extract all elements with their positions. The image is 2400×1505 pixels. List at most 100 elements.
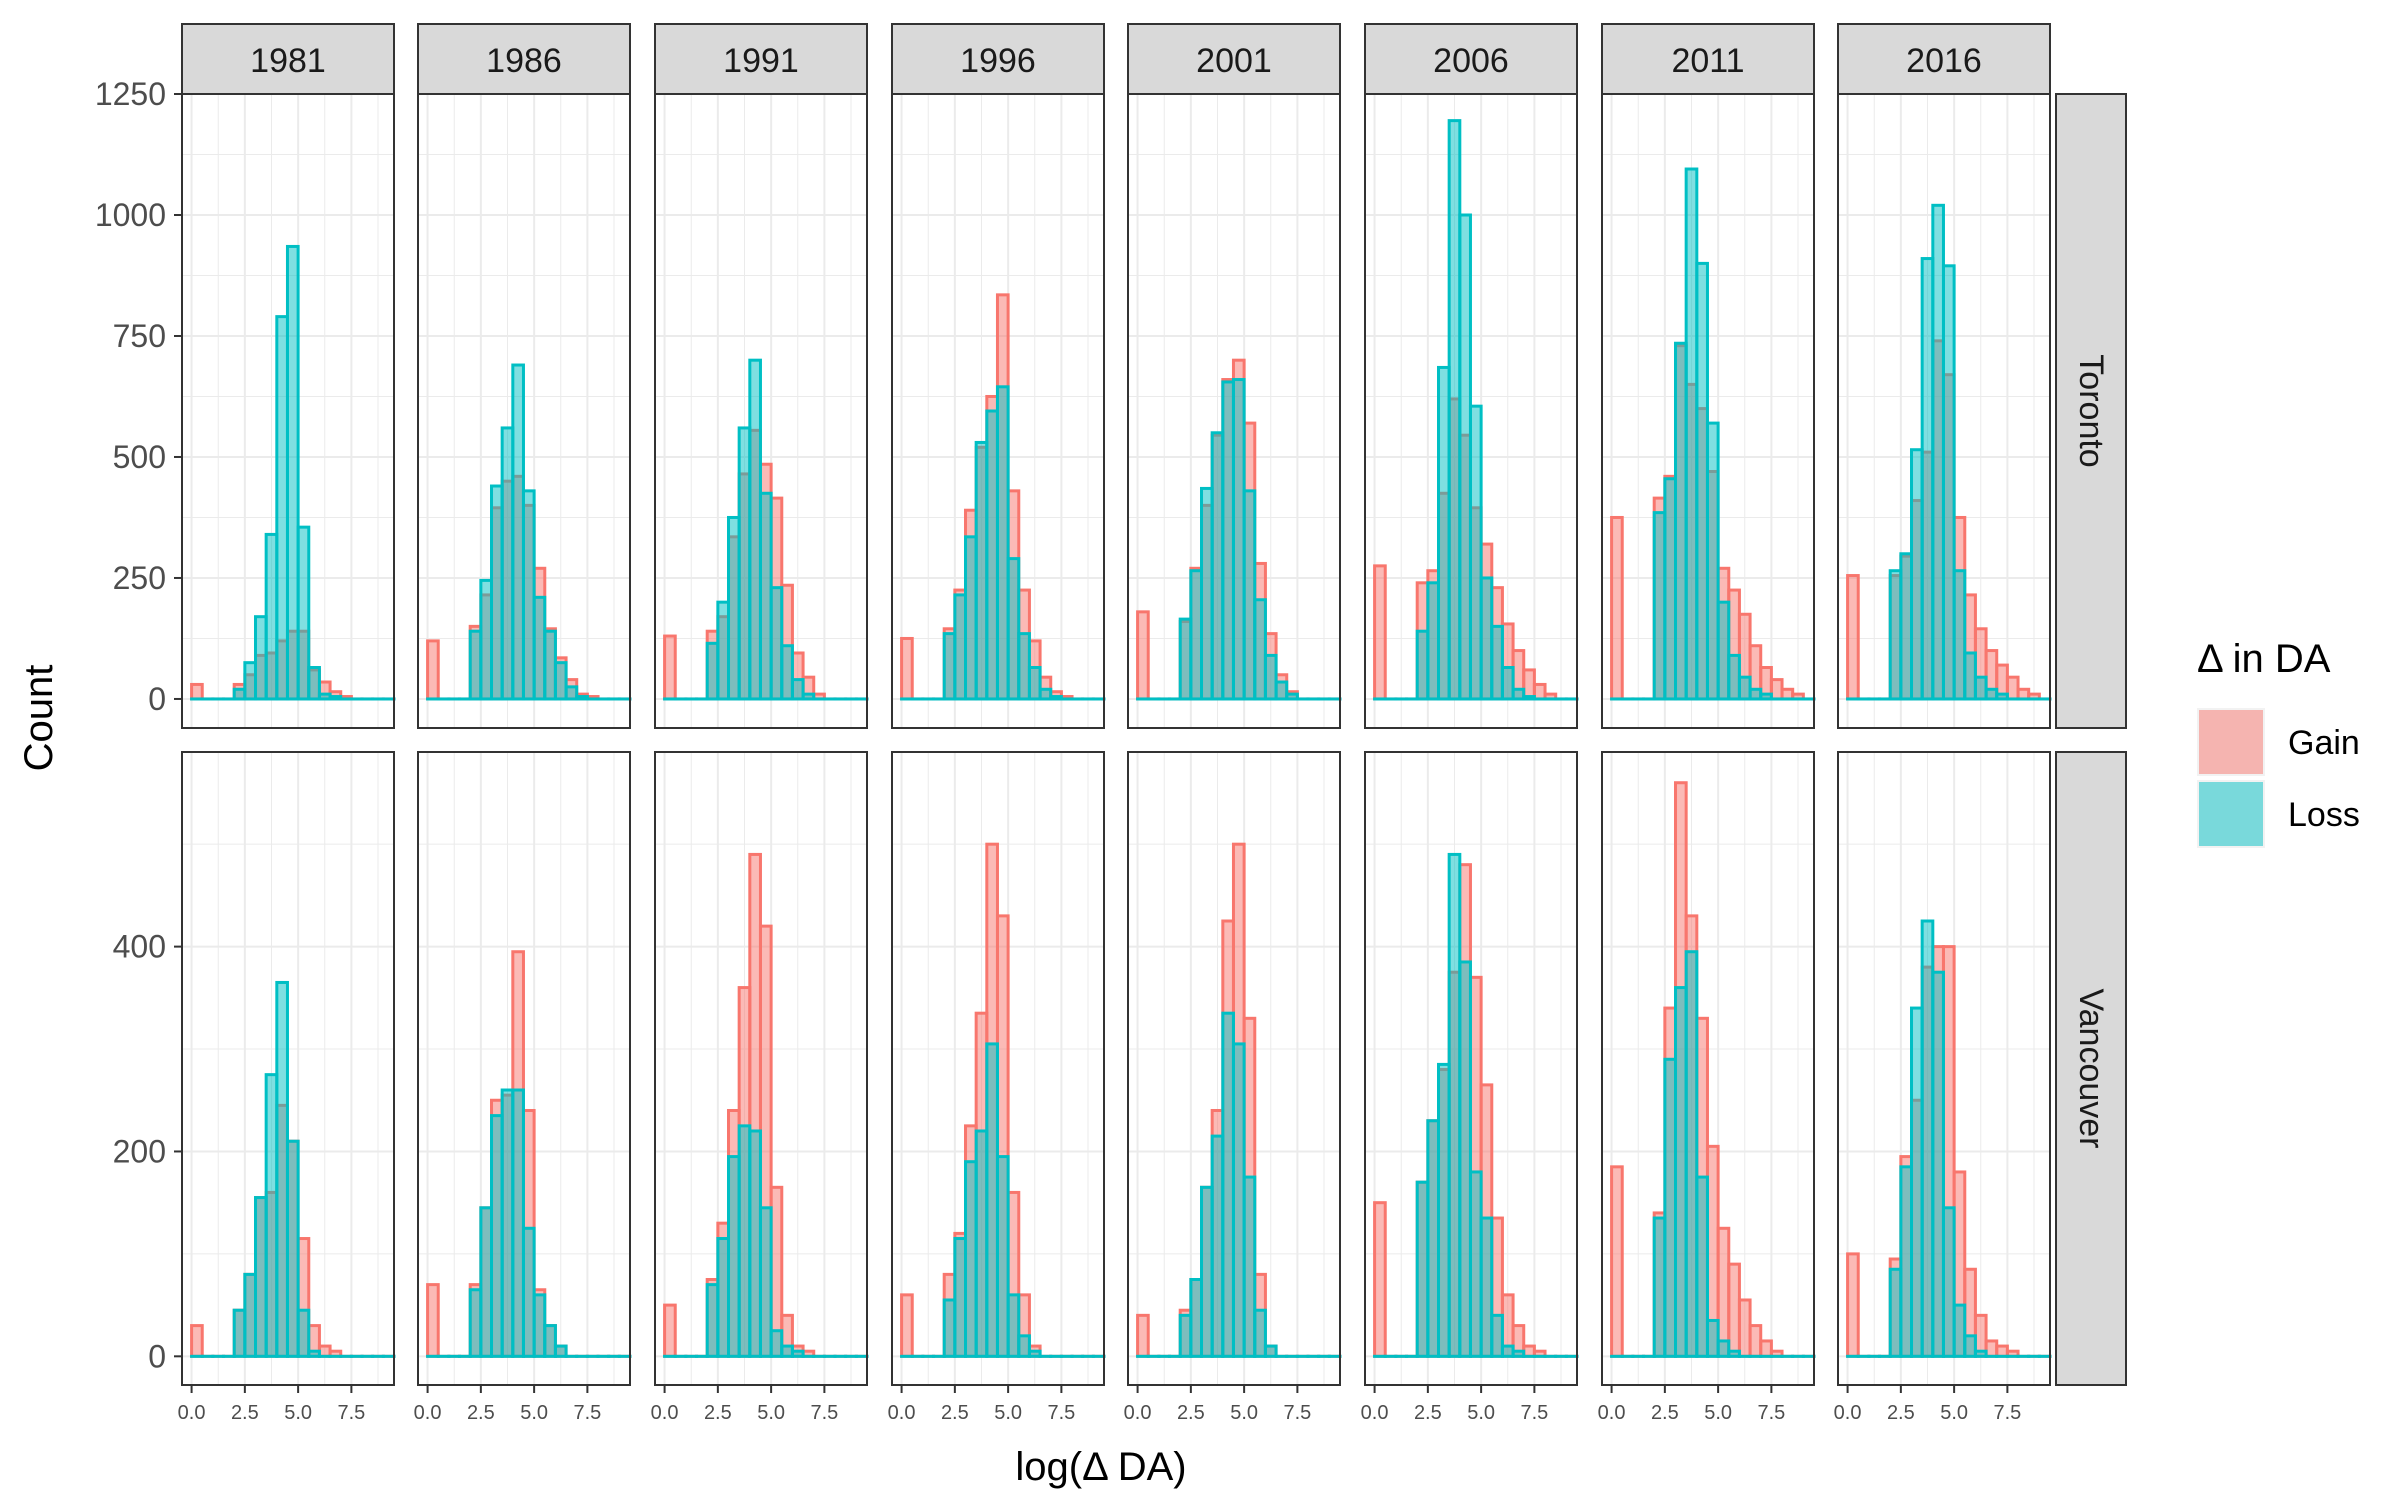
x-axis-tick-label: 2.5: [1177, 1402, 1205, 1424]
column-strip-label: 2001: [1196, 42, 1272, 80]
facet-panel: [182, 752, 394, 1385]
facet-panel: [182, 94, 394, 728]
histogram-bar-loss: [1901, 1167, 1912, 1356]
histogram-bar-loss: [245, 663, 256, 699]
column-strip: 1991: [655, 24, 867, 94]
facet-panel: [1602, 94, 1814, 728]
histogram-bar-gain: [1750, 1326, 1761, 1357]
column-strip-label: 2016: [1906, 42, 1982, 80]
row-strip-label: Vancouver: [2072, 988, 2110, 1148]
legend-label: Gain: [2288, 724, 2360, 762]
histogram-bar-loss: [966, 537, 977, 699]
x-axis-tick-label: 7.5: [1993, 1402, 2021, 1424]
histogram-bar-loss: [1997, 694, 2008, 699]
histogram-bar-loss: [277, 317, 288, 699]
histogram-bar-loss: [1954, 1305, 1965, 1356]
histogram-bar-loss: [534, 1295, 545, 1356]
histogram-bar-loss: [1986, 689, 1997, 699]
histogram-bar-loss: [1481, 1218, 1492, 1356]
x-axis-tick-label: 7.5: [1757, 1402, 1785, 1424]
histogram-bar-loss: [513, 365, 524, 699]
facet-panel: [655, 94, 867, 728]
histogram-bar-loss: [1460, 962, 1471, 1356]
histogram-bar-loss: [1965, 653, 1976, 699]
x-axis-tick-label: 2.5: [231, 1402, 259, 1424]
x-axis-tick-label: 2.5: [941, 1402, 969, 1424]
legend-title: Δ in DA: [2197, 637, 2331, 681]
histogram-bar-loss: [309, 668, 320, 699]
histogram-bar-loss: [1180, 1315, 1191, 1356]
histogram-bar-loss: [245, 1274, 256, 1356]
histogram-bar-loss: [523, 1228, 534, 1356]
histogram-bar-loss: [1417, 631, 1428, 699]
y-axis-tick-label: 1250: [95, 76, 166, 112]
histogram-bar-loss: [1933, 972, 1944, 1356]
histogram-bar-gain: [1848, 1254, 1859, 1356]
histogram-bar-loss: [1029, 668, 1040, 699]
histogram-bar-gain: [902, 638, 913, 698]
histogram-bar-loss: [1975, 1351, 1986, 1356]
histogram-bar-loss: [750, 1131, 761, 1356]
histogram-bar-loss: [1502, 1346, 1513, 1356]
histogram-bar-gain: [1524, 1346, 1535, 1356]
histogram-bar-loss: [1676, 988, 1687, 1357]
facet-panel: [892, 752, 1104, 1385]
histogram-bar-loss: [577, 697, 588, 699]
histogram-bar-loss: [997, 1157, 1008, 1357]
histogram-bar-loss: [792, 1351, 803, 1356]
histogram-bar-loss: [287, 246, 298, 699]
histogram-bar-loss: [470, 1290, 481, 1357]
histogram-bar-loss: [1191, 571, 1202, 699]
histogram-bar-gain: [1718, 1228, 1729, 1356]
histogram-bar-loss: [256, 617, 267, 699]
histogram-bar-loss: [1449, 854, 1460, 1356]
histogram-bar-loss: [1029, 1351, 1040, 1356]
histogram-bar-loss: [330, 697, 341, 699]
histogram-bar-gain: [1138, 612, 1149, 699]
histogram-bar-loss: [1729, 655, 1740, 699]
histogram-bar-loss: [1223, 382, 1234, 699]
histogram-bar-loss: [1470, 406, 1481, 699]
histogram-bar-loss: [298, 1310, 309, 1356]
histogram-bar-loss: [1739, 677, 1750, 699]
histogram-bar-loss: [1954, 571, 1965, 699]
histogram-bar-loss: [502, 428, 513, 699]
facet-panel: [1365, 94, 1577, 728]
histogram-bar-loss: [1233, 1044, 1244, 1356]
histogram-bar-loss: [1890, 571, 1901, 699]
histogram-bar-loss: [1191, 1280, 1202, 1357]
histogram-bar-loss: [1654, 513, 1665, 699]
histogram-bar-loss: [707, 643, 718, 699]
histogram-bar-loss: [555, 1346, 566, 1356]
column-strip: 2001: [1128, 24, 1340, 94]
x-axis-tick-label: 2.5: [1651, 1402, 1679, 1424]
histogram-bar-loss: [1697, 1177, 1708, 1356]
histogram-bar-loss: [944, 1300, 955, 1356]
histogram-bar-loss: [1750, 689, 1761, 699]
x-axis-tick-label: 2.5: [467, 1402, 495, 1424]
histogram-bar-loss: [287, 1141, 298, 1356]
x-axis-tick-label: 2.5: [1414, 1402, 1442, 1424]
histogram-bar-loss: [1265, 1346, 1276, 1356]
histogram-bar-loss: [481, 580, 492, 699]
histogram-bar-loss: [1008, 559, 1019, 699]
histogram-bar-loss: [803, 694, 814, 699]
facet-panels: [182, 94, 2050, 1385]
x-axis-tick-label: 5.0: [1704, 1402, 1732, 1424]
histogram-bar-loss: [1255, 1310, 1266, 1356]
column-strip-label: 1981: [250, 42, 326, 80]
y-axis-tick-label: 0: [148, 1338, 166, 1374]
histogram-bar-loss: [1233, 380, 1244, 699]
histogram-bar-loss: [277, 982, 288, 1356]
facet-panel: [1128, 752, 1340, 1385]
histogram-bar-loss: [1912, 1008, 1923, 1356]
histogram-bar-gain: [665, 636, 676, 699]
histogram-bar-loss: [266, 534, 277, 699]
facet-panel: [1838, 752, 2050, 1385]
histogram-bar-loss: [1922, 921, 1933, 1356]
histogram-bar-loss: [1707, 1320, 1718, 1356]
histogram-bar-loss: [739, 428, 750, 699]
histogram-bar-gain: [428, 641, 439, 699]
